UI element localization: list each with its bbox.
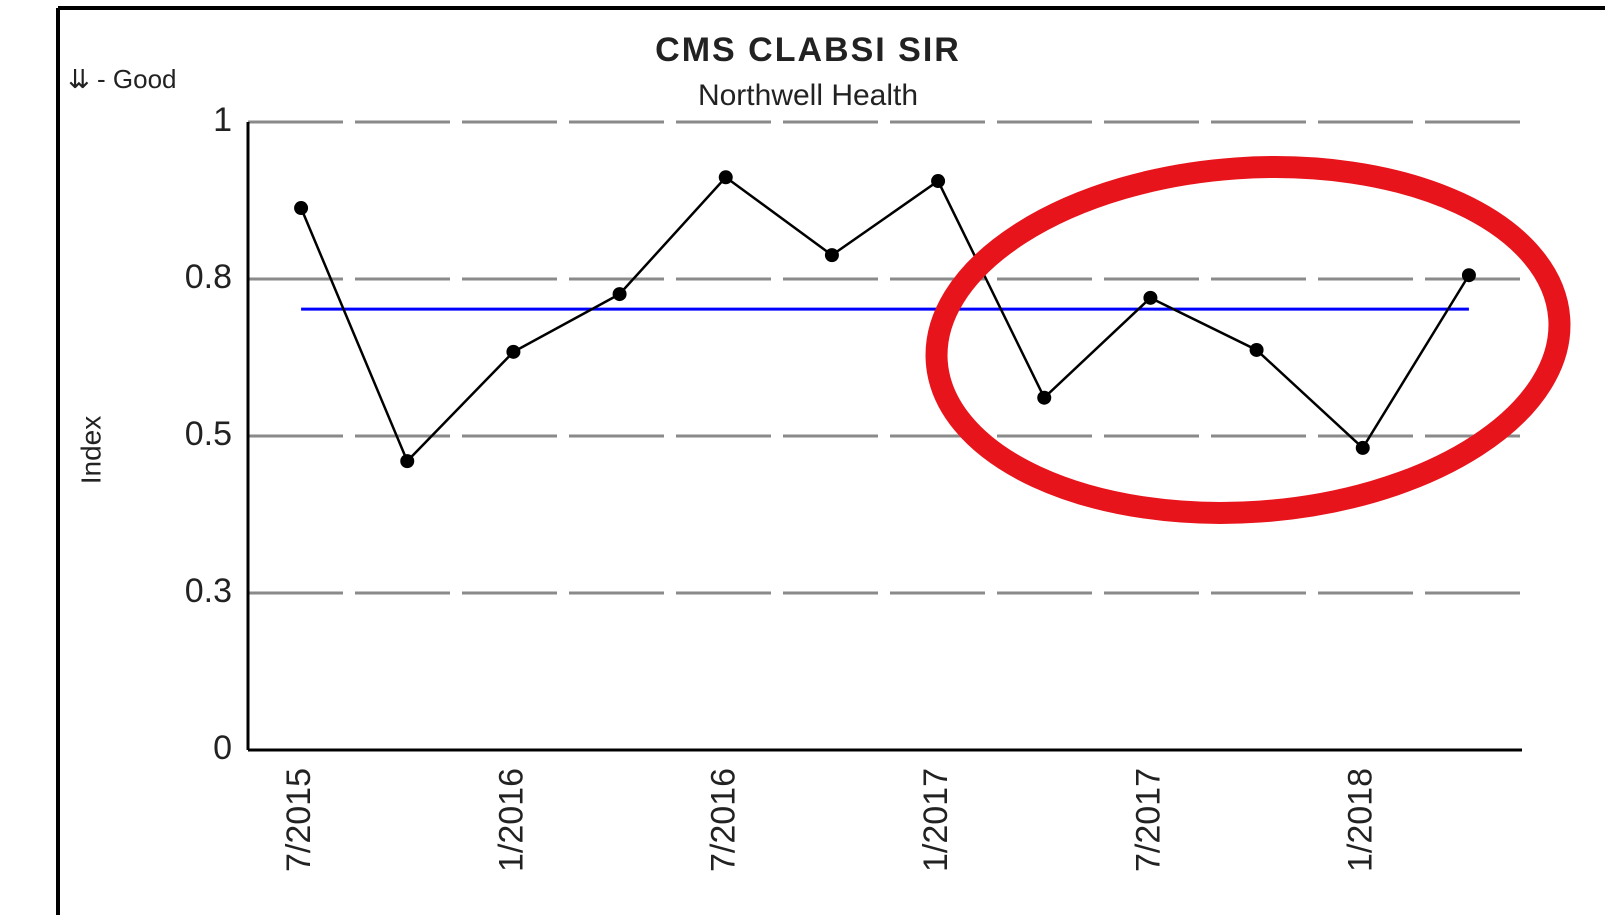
data-point (931, 174, 946, 189)
chart-title: CMS CLABSI SIR (655, 31, 961, 69)
data-point (824, 248, 839, 263)
y-axis-label: Index (75, 416, 106, 485)
x-tick-label: 1/2016 (492, 768, 530, 872)
x-tick-label: 7/2016 (705, 768, 743, 872)
y-tick-label: 0 (213, 729, 232, 767)
data-point (400, 454, 415, 469)
data-line (299, 175, 1470, 464)
data-point (1037, 390, 1052, 405)
highlight-ellipse (925, 156, 1571, 524)
data-point (506, 344, 521, 359)
data-point (718, 170, 733, 185)
y-tick-label: 0.5 (185, 415, 232, 453)
plot-area: 0 0.3 0.5 0.8 1 7/2015 1/2016 7/2016 1/2017 7/201… (185, 101, 1522, 872)
y-tick-label: 1 (213, 101, 232, 139)
annotation: ⇊ - Good (68, 64, 177, 94)
data-point (294, 201, 309, 216)
data-point (1143, 290, 1158, 305)
x-tick-label: 7/2015 (280, 768, 318, 872)
x-tick-label: 1/2018 (1342, 768, 1380, 872)
y-tick-label: 0.8 (185, 258, 232, 296)
x-tick-label: 1/2017 (917, 768, 955, 872)
chart-subtitle: Northwell Health (698, 79, 918, 112)
data-point (1249, 342, 1264, 357)
y-tick-label: 0.3 (185, 572, 232, 610)
data-point (1355, 440, 1370, 455)
data-point (612, 287, 627, 302)
x-tick-label: 7/2017 (1129, 768, 1167, 872)
data-point (1461, 268, 1476, 283)
